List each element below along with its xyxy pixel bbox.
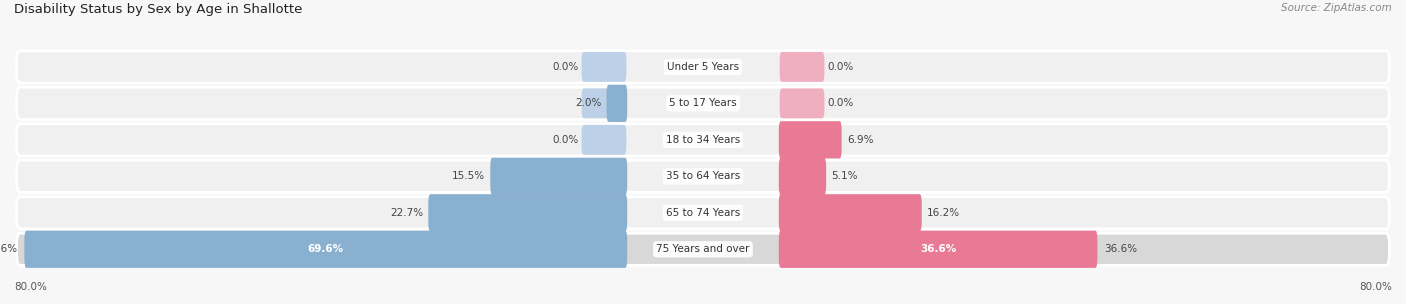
FancyBboxPatch shape (491, 158, 627, 195)
Text: 5 to 17 Years: 5 to 17 Years (669, 98, 737, 108)
FancyBboxPatch shape (582, 198, 626, 228)
FancyBboxPatch shape (17, 124, 1389, 156)
Text: 75 Years and over: 75 Years and over (657, 244, 749, 254)
Text: 15.5%: 15.5% (451, 171, 485, 181)
Text: 0.0%: 0.0% (553, 135, 578, 145)
FancyBboxPatch shape (779, 158, 827, 195)
FancyBboxPatch shape (17, 87, 1389, 119)
Text: 80.0%: 80.0% (14, 282, 46, 292)
FancyBboxPatch shape (17, 160, 1389, 192)
Text: Source: ZipAtlas.com: Source: ZipAtlas.com (1281, 3, 1392, 13)
FancyBboxPatch shape (780, 88, 824, 118)
FancyBboxPatch shape (582, 52, 626, 82)
Text: 80.0%: 80.0% (1360, 282, 1392, 292)
FancyBboxPatch shape (17, 233, 1389, 265)
Text: 0.0%: 0.0% (828, 62, 853, 72)
FancyBboxPatch shape (780, 234, 824, 264)
FancyBboxPatch shape (582, 88, 626, 118)
Text: 6.9%: 6.9% (846, 135, 873, 145)
FancyBboxPatch shape (780, 198, 824, 228)
Text: 2.0%: 2.0% (575, 98, 602, 108)
Text: 18 to 34 Years: 18 to 34 Years (666, 135, 740, 145)
Text: Disability Status by Sex by Age in Shallotte: Disability Status by Sex by Age in Shall… (14, 3, 302, 16)
FancyBboxPatch shape (780, 52, 824, 82)
FancyBboxPatch shape (582, 125, 626, 155)
Text: 16.2%: 16.2% (927, 208, 960, 218)
FancyBboxPatch shape (582, 161, 626, 191)
FancyBboxPatch shape (17, 197, 1389, 229)
Text: Under 5 Years: Under 5 Years (666, 62, 740, 72)
FancyBboxPatch shape (779, 121, 842, 158)
FancyBboxPatch shape (779, 194, 922, 231)
Text: 5.1%: 5.1% (831, 171, 858, 181)
FancyBboxPatch shape (606, 85, 627, 122)
FancyBboxPatch shape (779, 231, 1098, 268)
Text: 22.7%: 22.7% (389, 208, 423, 218)
FancyBboxPatch shape (582, 234, 626, 264)
Text: 69.6%: 69.6% (0, 244, 17, 254)
FancyBboxPatch shape (17, 51, 1389, 83)
Text: 35 to 64 Years: 35 to 64 Years (666, 171, 740, 181)
Text: 69.6%: 69.6% (308, 244, 344, 254)
Text: 36.6%: 36.6% (920, 244, 956, 254)
Text: 0.0%: 0.0% (553, 62, 578, 72)
FancyBboxPatch shape (780, 161, 824, 191)
Text: 36.6%: 36.6% (1104, 244, 1137, 254)
FancyBboxPatch shape (24, 231, 627, 268)
FancyBboxPatch shape (429, 194, 627, 231)
Text: 65 to 74 Years: 65 to 74 Years (666, 208, 740, 218)
FancyBboxPatch shape (780, 125, 824, 155)
Text: 0.0%: 0.0% (828, 98, 853, 108)
